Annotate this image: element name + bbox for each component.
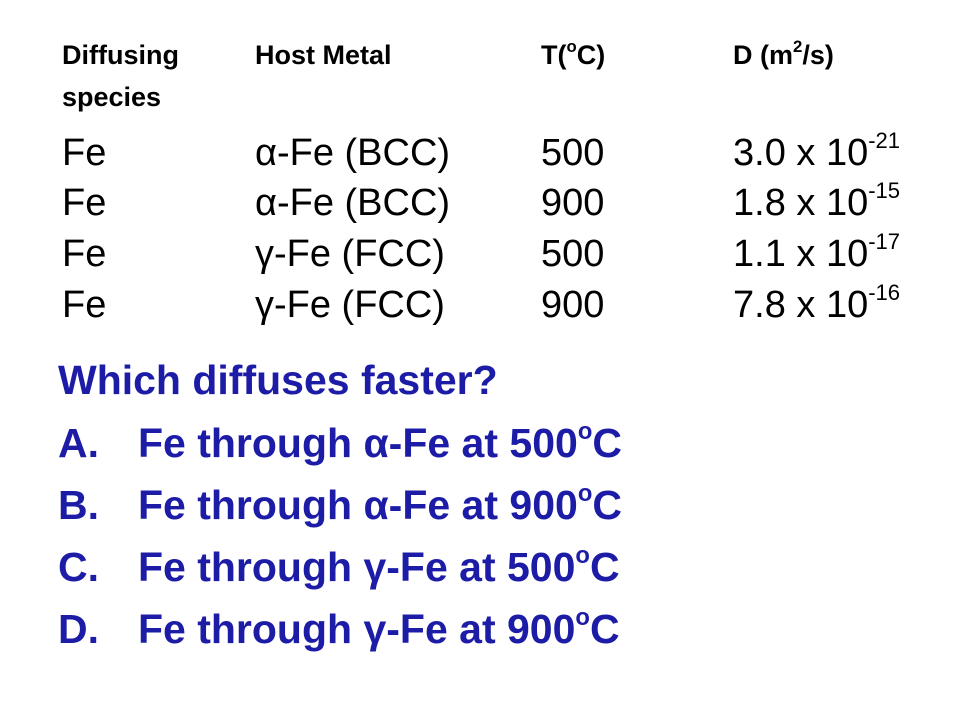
header-species-line1: Diffusing	[62, 40, 179, 70]
table-row: Fe α-Fe (BCC) 500 3.0 x 10-21	[0, 124, 960, 182]
cell-host: γ-Fe (FCC)	[255, 284, 445, 326]
cell-species: Fe	[62, 284, 107, 326]
cell-diffusivity: 1.8 x 10-15	[733, 178, 901, 224]
option-letter: C.	[58, 544, 99, 590]
cell-species: Fe	[62, 233, 107, 275]
option-text: Fe through α-Fe at 900oC	[138, 479, 622, 528]
cell-host: γ-Fe (FCC)	[255, 233, 445, 275]
cell-diffusivity: 1.1 x 10-17	[733, 229, 901, 275]
table-row: Fe γ-Fe (FCC) 900 7.8 x 10-16	[0, 276, 960, 334]
cell-temp: 900	[541, 284, 605, 326]
option-text: Fe through γ-Fe at 900oC	[138, 603, 620, 652]
table-row: Fe γ-Fe (FCC) 500 1.1 x 10-17	[0, 225, 960, 283]
header-host-metal: Host Metal	[255, 40, 392, 70]
cell-temp: 500	[541, 132, 605, 174]
header-species: Diffusing species	[62, 34, 179, 118]
option-text: Fe through γ-Fe at 500oC	[138, 541, 620, 590]
cell-species: Fe	[62, 182, 107, 224]
option-letter: D.	[58, 606, 99, 652]
cell-temp: 500	[541, 233, 605, 275]
cell-temp: 900	[541, 182, 605, 224]
header-diffusivity: D (m2/s)	[733, 36, 834, 70]
cell-diffusivity: 7.8 x 10-16	[733, 280, 901, 326]
question-text: Which diffuses faster?	[58, 357, 498, 403]
option-text: Fe through α-Fe at 500oC	[138, 417, 622, 466]
cell-host: α-Fe (BCC)	[255, 182, 451, 224]
cell-species: Fe	[62, 132, 107, 174]
cell-diffusivity: 3.0 x 10-21	[733, 128, 901, 174]
option-letter: A.	[58, 420, 99, 466]
cell-host: α-Fe (BCC)	[255, 132, 451, 174]
table-row: Fe α-Fe (BCC) 900 1.8 x 10-15	[0, 174, 960, 232]
header-temperature: T(oC)	[541, 36, 606, 70]
header-species-line2: species	[62, 82, 162, 112]
option-letter: B.	[58, 482, 99, 528]
